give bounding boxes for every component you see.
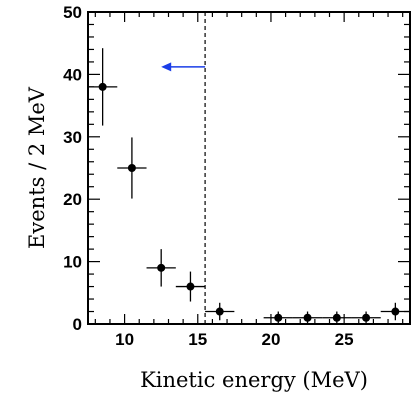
data-point (303, 313, 312, 322)
y-tick-label: 0 (73, 315, 82, 334)
data-point (391, 307, 400, 316)
y-tick-label: 30 (63, 128, 82, 147)
x-axis-label: Kinetic energy (MeV) (140, 368, 368, 392)
y-tick-label: 20 (63, 190, 82, 209)
plot-frame (87, 11, 411, 325)
selection-arrow-head (161, 62, 172, 72)
x-tick-label: 25 (335, 330, 354, 349)
data-point (186, 282, 195, 291)
data-point (98, 82, 107, 91)
data-point (215, 307, 224, 316)
data-point (332, 313, 341, 322)
data-point (127, 164, 136, 172)
y-axis-label: Events / 2 MeV (25, 86, 49, 249)
x-tick-label: 20 (261, 330, 280, 349)
plot-area: 10 15 20 25 0 10 20 30 40 50 (63, 3, 411, 349)
data-point (274, 313, 283, 322)
x-tick-label: 15 (188, 330, 207, 349)
y-tick-label: 10 (63, 253, 82, 272)
x-tick-label: 10 (115, 330, 134, 349)
data-point (362, 313, 371, 322)
y-tick-label: 40 (63, 65, 82, 84)
data-point (157, 263, 166, 272)
y-tick-label: 50 (63, 3, 82, 22)
